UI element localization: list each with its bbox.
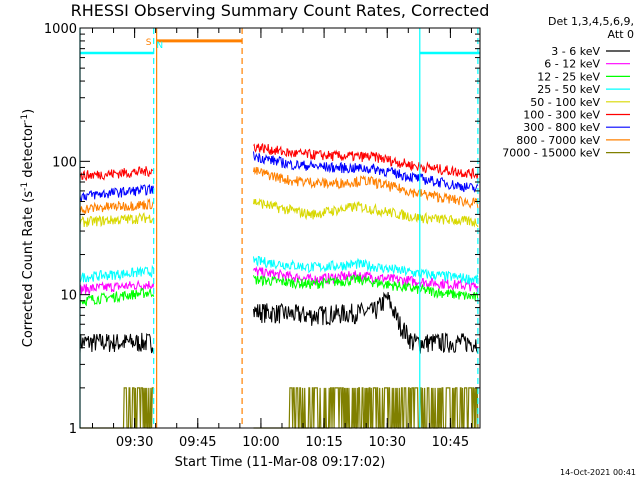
series-line-100-300-kev-a (79, 166, 155, 181)
legend-label-300-800-kev: 300 - 800 keV (523, 121, 600, 134)
legend-label-7000-15000-kev: 7000 - 15000 keV (502, 147, 600, 160)
y-axis-label-part3: ) (21, 109, 36, 114)
y-tick-label-1000: 1000 (44, 22, 77, 37)
legend-label-100-300-kev: 100 - 300 keV (523, 109, 600, 122)
chart-title: RHESSI Observing Summary Count Rates, Co… (71, 1, 490, 20)
saa-label: S (146, 38, 152, 48)
series-line-7000-15000-kev-a (80, 387, 154, 429)
x-axis-label: Start Time (11-Mar-08 09:17:02) (175, 455, 386, 470)
x-tick-label: 10:15 (305, 435, 342, 450)
footer-timestamp: 14-Oct-2021 00:41 (560, 468, 636, 477)
night-label: N (156, 41, 163, 51)
y-axis-label-part1: Corrected Count Rate (s (21, 191, 36, 348)
series-line-100-300-kev-b (253, 142, 479, 179)
y-tick-label-1: 1 (69, 422, 77, 437)
series-line-800-7000-kev-a (79, 197, 154, 215)
x-tick-label: 10:00 (242, 435, 279, 450)
legend-label-3-6-kev: 3 - 6 keV (551, 45, 600, 58)
series-layer (79, 142, 479, 429)
legend-label-800-7000-kev: 800 - 7000 keV (516, 134, 600, 147)
x-axis: 09:30 09:45 10:00 10:15 10:30 10:45 (92, 28, 472, 450)
series-line-12-25-kev-b (253, 274, 479, 302)
x-tick-label: 09:45 (179, 435, 216, 450)
legend-header-line2: Att 0 (608, 28, 634, 41)
y-tick-label-10: 10 (60, 289, 77, 304)
series-line-25-50-kev-b (253, 256, 479, 285)
series-line-7000-15000-kev-b (253, 387, 479, 429)
series-line-300-800-kev-a (79, 184, 155, 203)
series-line-12-25-kev-a (79, 287, 155, 307)
y-axis-label-sup1: -1 (20, 182, 30, 191)
y-axis: 1 10 100 1000 (44, 22, 480, 437)
legend-label-12-25-kev: 12 - 25 keV (537, 70, 600, 83)
series-line-3-6-kev-a (79, 332, 155, 354)
legend-label-50-100-kev: 50 - 100 keV (530, 96, 600, 109)
series-line-6-12-kev-a (79, 279, 155, 296)
y-axis-label: Corrected Count Rate (s-1 detector-1) (20, 109, 36, 347)
y-axis-label-sup2: -1 (20, 114, 30, 123)
y-axis-label-part2: detector (21, 122, 36, 182)
legend-label-6-12-kev: 6 - 12 keV (544, 58, 600, 71)
series-line-50-100-kev-a (79, 212, 155, 228)
x-tick-label: 10:45 (432, 435, 469, 450)
series-line-300-800-kev-b (253, 151, 479, 193)
legend-header-line1: Det 1,3,4,5,6,9, (548, 15, 634, 28)
legend-label-25-50-kev: 25 - 50 keV (537, 83, 600, 96)
series-line-3-6-kev-b (253, 291, 479, 354)
x-tick-label: 09:30 (116, 435, 153, 450)
series-line-25-50-kev-a (79, 264, 154, 283)
x-tick-label: 10:30 (369, 435, 406, 450)
series-line-800-7000-kev-b (253, 166, 479, 209)
plot-frame (79, 27, 481, 429)
series-line-50-100-kev-b (253, 197, 479, 228)
y-tick-label-100: 100 (52, 155, 77, 170)
